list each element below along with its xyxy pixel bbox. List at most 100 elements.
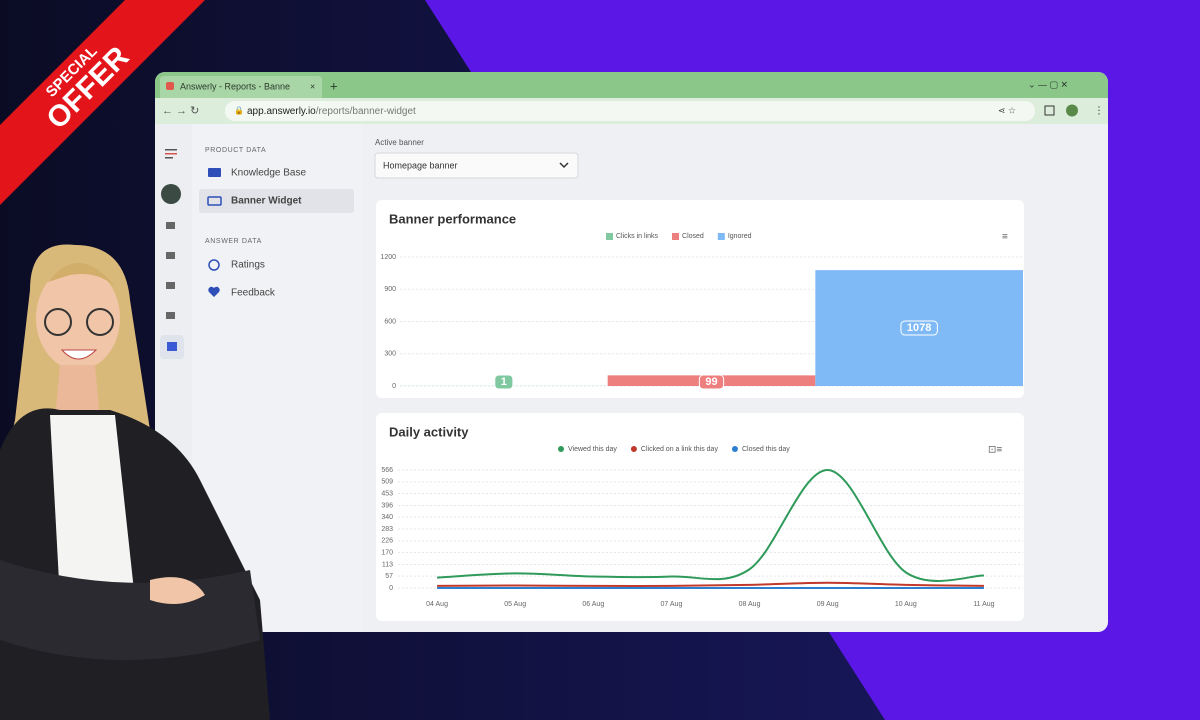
chart-menu[interactable]: ⊡≡ — [988, 445, 1002, 456]
rail-avatar[interactable] — [161, 184, 181, 204]
new-tab[interactable]: + — [330, 78, 338, 93]
url-host: app.answerly.io — [247, 106, 316, 117]
legend-label: Ignored — [728, 233, 752, 240]
chart-title: Banner performance — [389, 211, 516, 226]
y-tick-label: 113 — [382, 561, 393, 568]
sidebar-icon — [208, 168, 221, 177]
y-tick-label: 900 — [384, 286, 396, 293]
sidebar-heading: PRODUCT DATA — [205, 147, 266, 154]
face — [36, 266, 120, 370]
hand — [150, 577, 205, 604]
nav-buttons[interactable]: ← → ↻ — [162, 105, 199, 117]
legend-label: Viewed this day — [568, 446, 617, 453]
rail-mail[interactable] — [166, 312, 175, 319]
x-tick-label: 09 Aug — [817, 601, 839, 608]
legend-label: Closed this day — [742, 446, 790, 453]
y-tick-label: 566 — [381, 467, 393, 474]
sidebar-active — [199, 189, 354, 213]
glasses — [44, 308, 72, 336]
data-label: 1078 — [907, 322, 931, 334]
rail-edit[interactable] — [166, 252, 175, 259]
select-label: Active banner — [375, 138, 424, 147]
legend-label: Closed — [682, 233, 704, 240]
favicon — [166, 82, 174, 90]
sidebar-icon — [208, 286, 220, 297]
y-tick-label: 600 — [384, 318, 396, 325]
smile — [60, 349, 98, 360]
y-tick-label: 0 — [392, 383, 396, 390]
tab-close[interactable]: × — [310, 81, 315, 91]
x-tick-label: 08 Aug — [739, 601, 761, 608]
data-label-bg — [494, 374, 514, 390]
sidebar-item[interactable]: Ratings — [231, 260, 265, 271]
x-tick-label: 07 Aug — [661, 601, 683, 608]
line-series — [437, 581, 984, 588]
window-controls[interactable]: ⌄ — ▢ ✕ — [1028, 79, 1068, 89]
x-tick-label: 05 Aug — [504, 601, 526, 608]
sidepanel-icon[interactable] — [1044, 105, 1055, 116]
lock-icon: 🔒 — [234, 106, 244, 115]
sidebar-item[interactable]: Banner Widget — [231, 196, 302, 207]
y-tick-label: 1200 — [380, 254, 396, 261]
y-tick-label: 300 — [384, 351, 396, 358]
browser-window: Answerly - Reports - Banne × + ⌄ — ▢ ✕ ←… — [155, 72, 1108, 632]
charts: 0 300 600 900 1200 Clicks in links Closed Ignor… — [380, 233, 1023, 608]
x-tick-label: 10 Aug — [895, 601, 917, 608]
line-series — [437, 468, 984, 582]
rail-menu[interactable] — [165, 157, 173, 159]
neck — [55, 365, 100, 420]
legend-swatch — [606, 233, 613, 240]
y-tick-label: 453 — [381, 490, 393, 497]
select-value: Homepage banner — [383, 160, 458, 170]
y-tick-label: 340 — [381, 514, 393, 521]
tab-bar — [155, 72, 1108, 98]
hair-top — [48, 262, 118, 290]
y-tick-label: 283 — [381, 526, 393, 533]
legend-swatch — [630, 446, 637, 452]
profile-icon[interactable] — [1066, 104, 1078, 117]
chart-title: Daily activity — [389, 424, 469, 439]
sidebar-heading: ANSWER DATA — [205, 238, 262, 245]
rail-menu[interactable] — [165, 149, 177, 151]
x-tick-label: 04 Aug — [426, 601, 448, 608]
y-tick-label: 509 — [381, 479, 393, 486]
y-tick-label: 57 — [385, 573, 393, 580]
toolbar-icons[interactable]: ⋖ ☆ — [998, 105, 1016, 115]
sidebar-item[interactable]: Knowledge Base — [231, 168, 306, 179]
rail-menu[interactable] — [165, 153, 177, 155]
sidebar-icon — [208, 259, 220, 271]
chart-menu[interactable]: ≡ — [1002, 232, 1008, 243]
data-label: 99 — [705, 376, 717, 388]
legend-swatch — [717, 233, 725, 240]
y-tick-label: 226 — [381, 538, 393, 545]
shirt — [50, 415, 135, 600]
legend-label: Clicks in links — [616, 233, 659, 240]
url: app.answerly.io/reports/banner-widget — [247, 106, 416, 117]
sidebar-icon — [207, 196, 222, 206]
url-field[interactable] — [225, 101, 1035, 121]
rail-book[interactable] — [166, 282, 175, 289]
rail-home[interactable] — [166, 222, 175, 229]
tab-title: Answerly - Reports - Banne — [180, 81, 290, 91]
url-path: /reports/banner-widget — [316, 106, 416, 117]
select[interactable] — [374, 152, 579, 179]
legend-swatch — [558, 446, 564, 452]
x-tick-label: 11 Aug — [973, 601, 994, 608]
y-tick-label: 0 — [389, 585, 393, 592]
legend-swatch — [731, 446, 738, 452]
legend-swatch — [672, 233, 680, 240]
person — [0, 244, 270, 720]
ribbon-band — [0, 0, 205, 205]
rail-reports[interactable] — [167, 342, 177, 351]
y-tick-label: 396 — [381, 502, 393, 509]
y-tick-label: 170 — [381, 549, 393, 556]
menu-icon[interactable]: ⋮ — [1094, 106, 1104, 117]
data-label-bg — [900, 320, 938, 336]
sidebar-item[interactable]: Feedback — [231, 288, 276, 299]
tab[interactable] — [160, 76, 322, 98]
data-label-bg — [698, 374, 725, 390]
glasses — [86, 308, 114, 336]
legend-label: Clicked on a link this day — [641, 446, 719, 453]
